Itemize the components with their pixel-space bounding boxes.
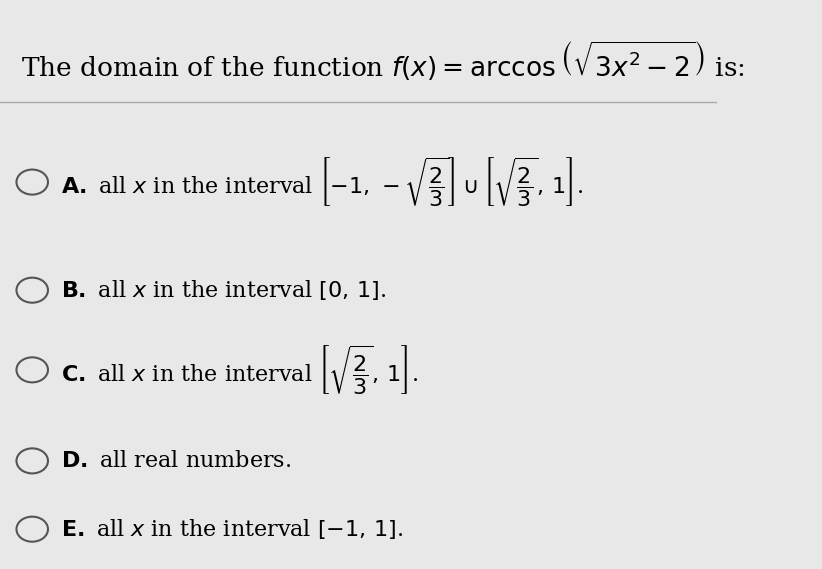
Text: $\mathbf{C.}$ all $x$ in the interval $\left[\sqrt{\dfrac{2}{3}},\,1\right]$.: $\mathbf{C.}$ all $x$ in the interval $\… <box>61 343 418 397</box>
Text: $\mathbf{A.}$ all $x$ in the interval $\left[-1,\,-\sqrt{\dfrac{2}{3}}\right] \c: $\mathbf{A.}$ all $x$ in the interval $\… <box>61 155 583 209</box>
Text: The domain of the function $f(x) = \arccos\left(\sqrt{3x^2 - 2}\right)$ is:: The domain of the function $f(x) = \arcc… <box>21 40 746 84</box>
Text: $\mathbf{B.}$ all $x$ in the interval $\left[0,\,1\right]$.: $\mathbf{B.}$ all $x$ in the interval $\… <box>61 278 386 302</box>
Text: $\mathbf{D.}$ all real numbers.: $\mathbf{D.}$ all real numbers. <box>61 450 291 472</box>
Text: $\mathbf{E.}$ all $x$ in the interval $[-1,\,1]$.: $\mathbf{E.}$ all $x$ in the interval $[… <box>61 517 404 541</box>
